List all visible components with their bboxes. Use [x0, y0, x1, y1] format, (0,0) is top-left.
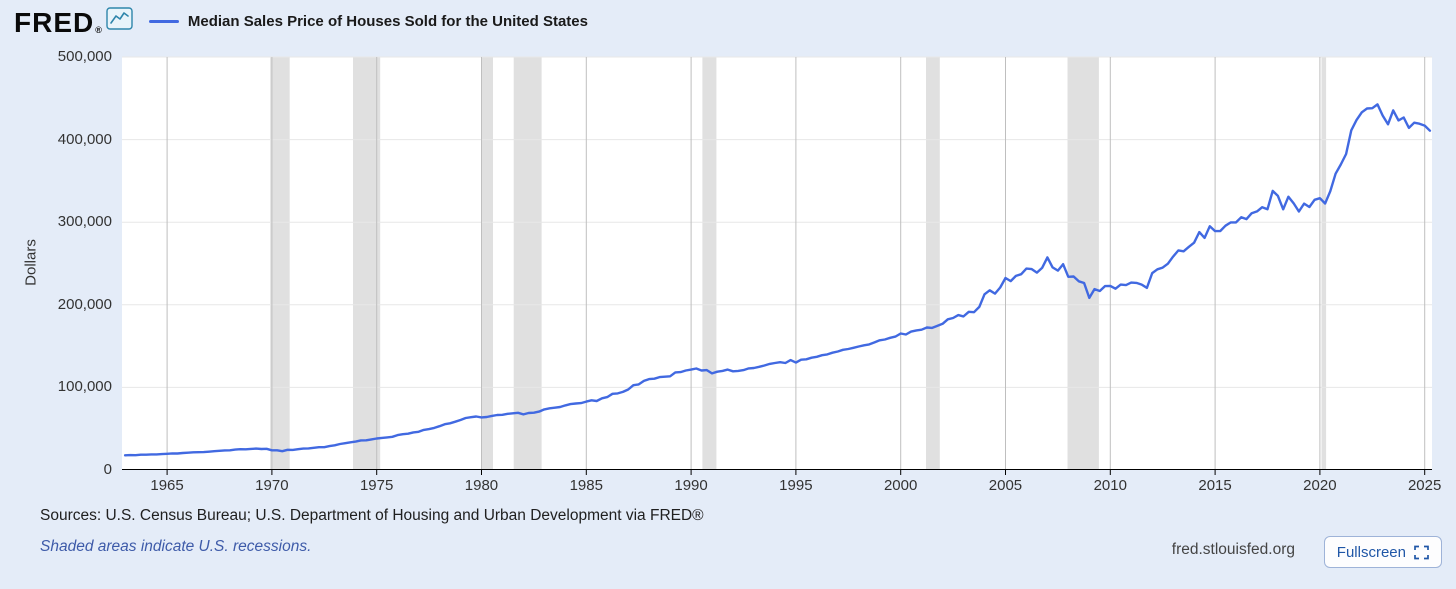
recession-band — [926, 57, 940, 470]
fred-site-link[interactable]: fred.stlouisfed.org — [1171, 541, 1295, 558]
x-tick-label: 2005 — [988, 477, 1023, 494]
registered-trademark-symbol: ® — [95, 25, 102, 35]
x-tick-label: 2025 — [1407, 477, 1442, 494]
fred-logo-text: FRED — [14, 7, 95, 38]
fullscreen-button[interactable]: Fullscreen — [1323, 536, 1442, 568]
chart-plot-area[interactable] — [122, 56, 1432, 475]
x-tick-label: 1975 — [359, 477, 394, 494]
recession-band — [1321, 57, 1327, 470]
x-tick-label: 1965 — [150, 477, 184, 494]
chart-header: FRED ® Median Sales Price of Houses Sold… — [14, 7, 588, 38]
y-tick-label: 100,000 — [57, 378, 112, 396]
series-title: Median Sales Price of Houses Sold for th… — [187, 13, 588, 30]
fred-logo-chart-icon — [106, 7, 133, 35]
chart-svg[interactable] — [122, 56, 1432, 476]
y-tick-label: 400,000 — [57, 130, 112, 148]
y-axis-title: Dollars — [22, 239, 40, 286]
fullscreen-button-label: Fullscreen — [1336, 543, 1406, 561]
x-tick-label: 2020 — [1303, 477, 1337, 494]
x-tick-label: 1980 — [464, 477, 499, 494]
recession-band — [702, 57, 717, 470]
y-tick-label: 300,000 — [57, 213, 112, 231]
recession-band — [481, 57, 493, 470]
fred-logo[interactable]: FRED ® — [14, 7, 133, 38]
x-tick-label: 1970 — [255, 477, 289, 494]
y-tick-label: 200,000 — [57, 295, 112, 313]
recession-band — [513, 57, 542, 470]
legend-line-swatch — [148, 20, 179, 23]
fullscreen-icon — [1414, 545, 1429, 560]
y-tick-label: 0 — [103, 461, 112, 478]
recession-band — [353, 57, 381, 470]
x-tick-label: 1990 — [674, 477, 708, 494]
x-tick-label: 2000 — [883, 477, 918, 494]
y-tick-label: 500,000 — [57, 48, 112, 65]
recession-band — [270, 57, 290, 470]
x-tick-label: 2015 — [1198, 477, 1232, 494]
series-line[interactable] — [123, 103, 1432, 457]
sources-text: Sources: U.S. Census Bureau; U.S. Depart… — [40, 507, 704, 524]
recession-band — [1067, 57, 1099, 470]
series-legend: Median Sales Price of Houses Sold for th… — [148, 13, 588, 30]
x-tick-label: 2010 — [1093, 477, 1127, 494]
x-tick-label: 1985 — [569, 477, 603, 494]
recession-note-link[interactable]: Shaded areas indicate U.S. recessions. — [40, 538, 312, 555]
x-tick-label: 1995 — [779, 477, 813, 494]
